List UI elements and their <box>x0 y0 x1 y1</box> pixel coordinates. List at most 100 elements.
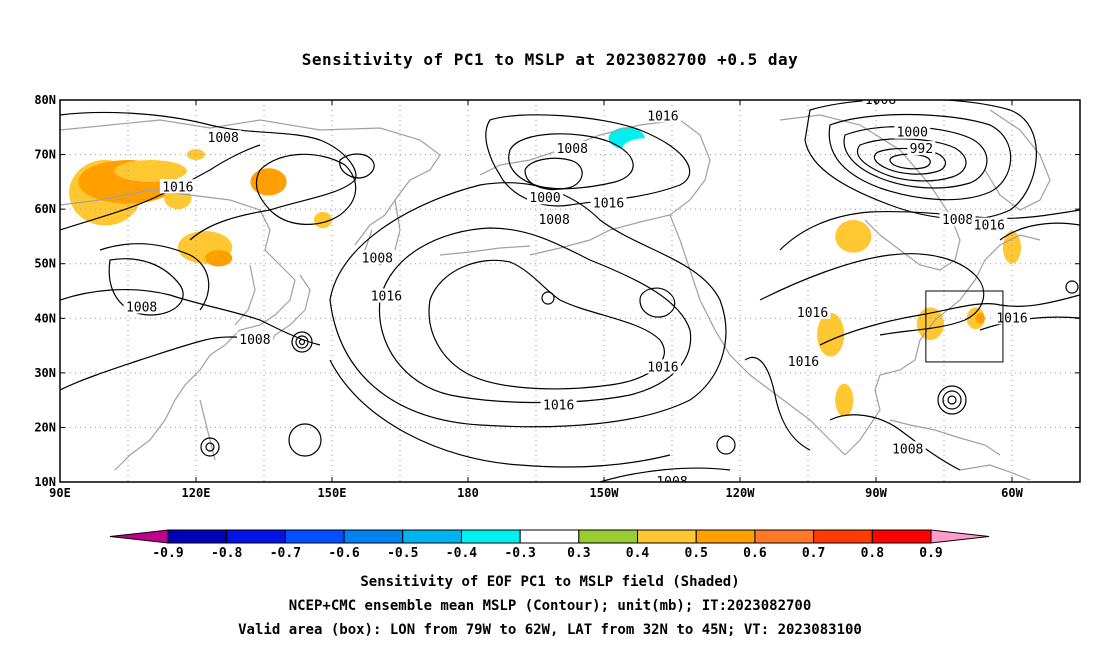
contour-label: 1016 <box>788 355 819 370</box>
contour-label: 1016 <box>647 360 678 375</box>
contour-label: 1016 <box>162 180 193 195</box>
colorbar-arrow-low <box>109 529 169 544</box>
coastline-korea-china <box>234 264 256 326</box>
contour-988-atlantic-low <box>889 153 931 170</box>
contour-label-bg <box>889 441 926 456</box>
contour-label: 1016 <box>996 311 1027 326</box>
contour-label: 1008 <box>208 131 239 146</box>
lon-label: 90E <box>49 486 71 500</box>
colorbar-label: -0.4 <box>446 546 477 561</box>
contour-1008-tropics <box>599 467 731 482</box>
coastline-caribbean <box>889 419 1001 456</box>
map-frame <box>59 99 1081 483</box>
colorbar-label: -0.3 <box>504 546 535 561</box>
sensitivity-patch <box>1002 230 1022 264</box>
colorbar-segment <box>167 529 228 544</box>
coastline-siberia <box>60 119 441 246</box>
contour-label-bg <box>159 179 196 194</box>
contour-label-bg <box>794 304 831 319</box>
contour-1008-atlantic-low <box>804 100 1037 220</box>
colorbar-label: 0.5 <box>684 546 707 561</box>
colorbar-label: 0.6 <box>743 546 767 561</box>
contour-label-bg <box>554 141 591 156</box>
map-title: Sensitivity of PC1 to MSLP at 2023082700… <box>301 50 799 69</box>
contour-ne-asia-inner <box>339 153 375 179</box>
coastline-asia <box>60 189 296 471</box>
sensitivity-patch <box>817 312 845 357</box>
colorbar-label: 0.4 <box>626 546 650 561</box>
contour-label: 1016 <box>371 289 402 304</box>
lon-label: 90W <box>865 486 887 500</box>
contour-label-bg <box>527 190 564 205</box>
contour-1016-hudson-rim <box>779 209 1080 251</box>
contour-hurricane-ring-2 <box>942 390 962 410</box>
colorbar-segment <box>460 529 521 544</box>
contour-label-bg <box>540 397 577 412</box>
sensitivity-patch <box>672 389 691 412</box>
contour-label-bg <box>359 250 396 265</box>
colorbar-label: 0.8 <box>861 546 885 561</box>
contour-label: 1016 <box>797 306 828 321</box>
contour-label-bg <box>236 332 273 347</box>
contour-label: 1008 <box>865 93 896 108</box>
contour-1016-mid-pacific <box>329 359 671 468</box>
contour-label-bg <box>590 195 627 210</box>
contour-label: 1016 <box>593 197 624 212</box>
contour-1024-pacific-high <box>428 259 665 390</box>
contour-label-bg <box>644 108 681 123</box>
colorbar-labels: -0.9 -0.8 -0.7 -0.6 -0.5 -0.4 -0.3 0.3 0.4 0.5 0.6… <box>152 546 942 561</box>
contour-small-low-e <box>1065 280 1079 294</box>
contour-label: 1016 <box>543 399 574 414</box>
sensitivity-patch <box>916 307 945 341</box>
sensitivity-patch <box>622 138 668 161</box>
contour-label-bg <box>907 141 936 156</box>
lon-label: 120E <box>182 486 211 500</box>
contour-996-atlantic-low <box>856 138 967 182</box>
contour-label-bg <box>654 474 690 482</box>
caption-line-2: NCEP+CMC ensemble mean MSLP (Contour); u… <box>288 598 812 614</box>
contour-hurricane-ring-1 <box>937 385 967 415</box>
lon-label: 180 <box>457 486 479 500</box>
lat-label: 20N <box>34 420 56 434</box>
coastline-hudson <box>779 114 961 271</box>
sensitivity-patch <box>250 168 287 196</box>
colorbar-label: -0.7 <box>270 546 301 561</box>
lat-label: 40N <box>34 311 56 325</box>
contour-label: 1008 <box>557 142 588 157</box>
contour-1008-asia-south <box>60 336 256 391</box>
contour-labels: 1008101610081008101610081008101610001008… <box>123 93 1030 482</box>
sensitivity-patch <box>205 250 233 267</box>
sensitivity-patch <box>114 160 187 182</box>
contour-small-low-b <box>205 442 215 452</box>
contour-1028-pacific-high-cell <box>639 287 676 318</box>
contour-1016-na-east <box>819 294 1080 346</box>
colorbar-label: 0.7 <box>802 546 825 561</box>
contour-label: 1008 <box>892 442 923 457</box>
lat-label: 80N <box>34 93 56 107</box>
colorbar-segment <box>578 529 639 544</box>
contour-small-low-f <box>541 291 555 305</box>
sensitivity-patch <box>313 211 332 229</box>
colorbar-segment <box>813 529 873 544</box>
contour-1008-bering-low <box>485 114 691 207</box>
mslp-contours <box>60 100 1080 482</box>
contour-label: 1008 <box>942 213 973 228</box>
colorbar-segment <box>754 529 815 544</box>
lat-label: 60N <box>34 202 56 216</box>
contour-label-bg <box>939 212 976 227</box>
contour-label: 1008 <box>126 300 157 315</box>
colorbar-label: 0.3 <box>567 546 590 561</box>
contour-1000-bering-low <box>524 157 583 191</box>
contour-label-bg <box>368 288 405 303</box>
contour-1016-mexico <box>744 356 811 451</box>
colorbar-label: -0.6 <box>328 546 359 561</box>
contour-label: 1008 <box>538 213 569 228</box>
contour-label-bg <box>971 217 1008 232</box>
contour-label: 1008 <box>362 251 393 266</box>
contour-1020-pacific-high <box>378 227 692 404</box>
lat-label: 50N <box>34 257 56 271</box>
lon-label: 150W <box>590 486 620 500</box>
contour-1008-asia-north <box>60 111 357 241</box>
